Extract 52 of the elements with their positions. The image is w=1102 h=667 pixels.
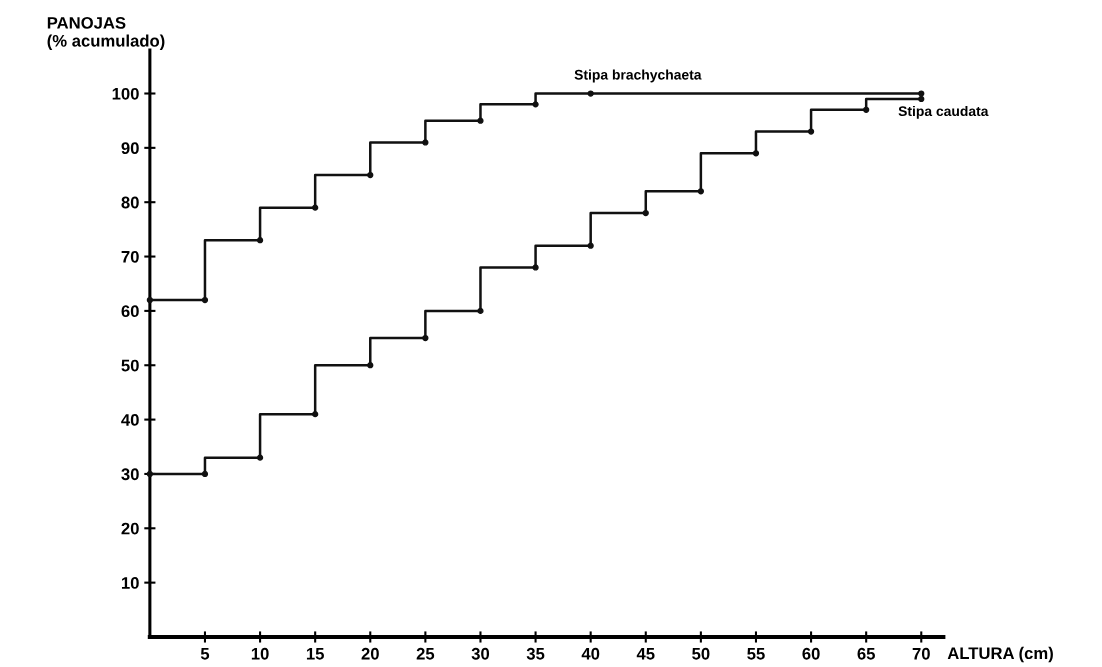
x-tick-label: 40 [581, 647, 600, 660]
x-tick-label: 25 [416, 647, 435, 660]
x-tick-label: 35 [526, 647, 545, 660]
point [477, 117, 484, 124]
y-tick-label: 80 [121, 196, 139, 209]
point [422, 334, 429, 342]
point [477, 307, 484, 315]
x-tick-label: 50 [692, 647, 710, 660]
x-tick-label: 45 [636, 648, 655, 660]
y-tick-label: 100 [112, 87, 139, 100]
point [863, 106, 870, 113]
point [422, 139, 429, 146]
x-tick-label: 55 [747, 648, 765, 660]
point [201, 296, 209, 304]
x-axis-title: ALTURA (cm) [947, 646, 1053, 663]
point [532, 101, 539, 108]
x-tick-label: 60 [802, 647, 820, 660]
point [918, 90, 925, 97]
y-axis-title: PANOJAS (% acumulado) [47, 16, 165, 51]
point [312, 204, 319, 211]
point [918, 95, 925, 103]
point [697, 188, 704, 195]
point [201, 470, 209, 478]
x-tick-label: 70 [912, 647, 930, 660]
y-tick-label: 30 [121, 468, 139, 481]
point [642, 209, 649, 217]
point [256, 454, 264, 461]
y-tick-label: 90 [121, 142, 139, 155]
y-tick-label: 70 [121, 250, 139, 263]
point [807, 128, 815, 135]
point [367, 362, 374, 369]
point [587, 242, 594, 249]
point [532, 264, 539, 271]
x-tick-label: 20 [361, 647, 379, 660]
point [587, 90, 594, 97]
y-tick-label: 50 [121, 359, 139, 372]
point [256, 237, 264, 244]
series-label: Stipa brachychaeta [574, 69, 702, 83]
point [752, 150, 760, 157]
point [312, 411, 319, 418]
x-tick-label: 30 [471, 647, 490, 660]
y-tick-label: 60 [121, 305, 139, 318]
y-tick-label: 40 [121, 413, 139, 426]
y-tick-label: 10 [121, 577, 139, 589]
x-tick-label: 15 [306, 648, 324, 660]
x-tick-label: 65 [857, 647, 875, 660]
x-tick-label: 10 [251, 647, 269, 660]
series-label: Stipa caudata [898, 105, 989, 119]
x-tick-label: 5 [200, 648, 210, 660]
y-tick-label: 20 [121, 522, 139, 535]
point [367, 171, 374, 179]
point [146, 296, 153, 304]
